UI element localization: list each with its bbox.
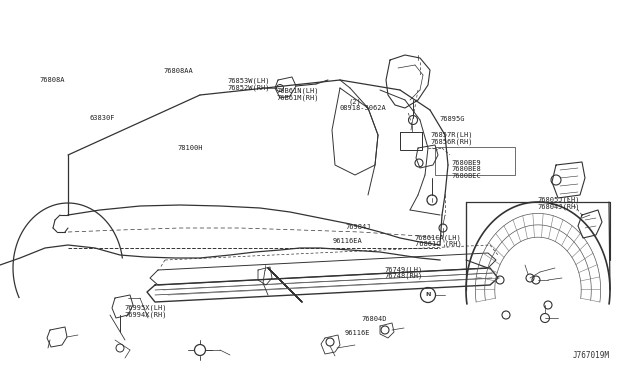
- Text: 76804J(RH): 76804J(RH): [538, 203, 580, 210]
- Text: 7680BE9: 7680BE9: [451, 160, 481, 166]
- Text: 76852W(RH): 76852W(RH): [227, 84, 269, 91]
- Text: 63830F: 63830F: [90, 115, 115, 121]
- Text: 76861CA(LH): 76861CA(LH): [415, 234, 461, 241]
- Bar: [400, 132, 422, 150]
- Text: 76B61N(LH): 76B61N(LH): [276, 88, 319, 94]
- Text: 76857R(LH): 76857R(LH): [430, 132, 472, 138]
- Text: 96116EA: 96116EA: [333, 238, 362, 244]
- Text: 76804D: 76804D: [362, 316, 387, 322]
- Text: 76748(RH): 76748(RH): [384, 273, 422, 279]
- Text: 76808A: 76808A: [40, 77, 65, 83]
- Text: 76749(LH): 76749(LH): [384, 266, 422, 273]
- Text: 76895G: 76895G: [439, 116, 465, 122]
- Text: 76805J(LH): 76805J(LH): [538, 197, 580, 203]
- Text: 76984J: 76984J: [346, 224, 371, 230]
- Text: 78100H: 78100H: [178, 145, 204, 151]
- Text: 76995X(LH): 76995X(LH): [125, 305, 167, 311]
- Text: 7680BEC: 7680BEC: [451, 173, 481, 179]
- Text: (2): (2): [349, 98, 362, 105]
- Text: 76861C (RH): 76861C (RH): [415, 240, 461, 247]
- Text: 96116E: 96116E: [344, 330, 370, 336]
- Text: 7680BE8: 7680BE8: [451, 166, 481, 172]
- Text: 76808AA: 76808AA: [163, 68, 193, 74]
- Bar: [435, 147, 515, 175]
- Text: 76B61M(RH): 76B61M(RH): [276, 94, 319, 101]
- Text: 76994X(RH): 76994X(RH): [125, 311, 167, 318]
- Text: N: N: [426, 292, 431, 298]
- Text: J767019M: J767019M: [573, 351, 610, 360]
- Text: 08918-3062A: 08918-3062A: [339, 105, 386, 111]
- Text: 76856R(RH): 76856R(RH): [430, 138, 472, 145]
- Text: 76853W(LH): 76853W(LH): [227, 78, 269, 84]
